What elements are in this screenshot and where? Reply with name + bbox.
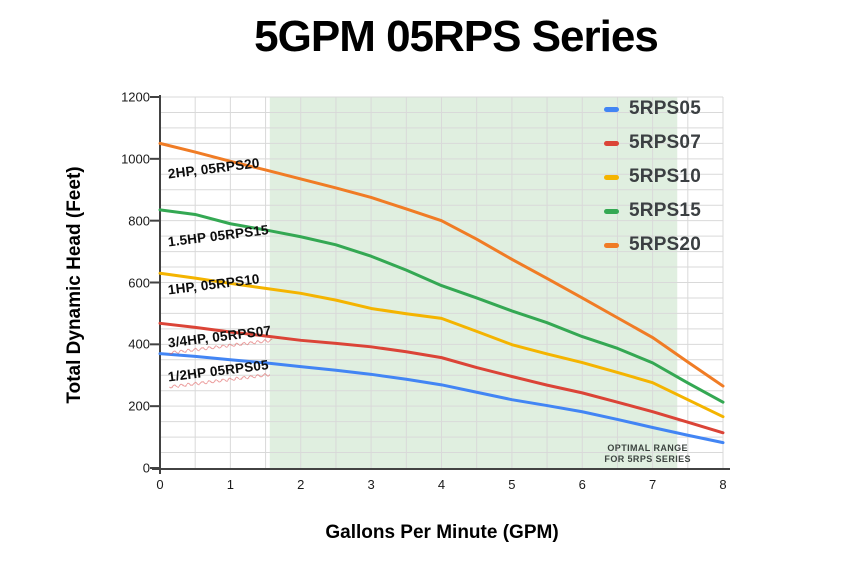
legend-item-5RPS05: 5RPS05 [604, 92, 701, 126]
optimal-range-label: OPTIMAL RANGE FOR 5RPS SERIES [604, 443, 691, 466]
legend-marker [604, 106, 619, 112]
y-tick-label: 200 [128, 398, 150, 414]
legend-item-5RPS15: 5RPS15 [604, 194, 701, 228]
legend-label: 5RPS15 [629, 200, 701, 221]
x-tick-label: 5 [508, 477, 516, 492]
y-tick-label: 0 [142, 460, 150, 476]
y-tick-label: 1000 [121, 151, 150, 167]
legend-marker [604, 174, 619, 180]
optimal-range-label-line2: FOR 5RPS SERIES [604, 454, 691, 465]
legend-item-5RPS20: 5RPS20 [604, 228, 701, 262]
legend-marker [604, 208, 619, 214]
legend-label: 5RPS10 [629, 166, 701, 187]
x-axis-title: Gallons Per Minute (GPM) [325, 522, 559, 543]
legend-item-5RPS07: 5RPS07 [604, 126, 701, 160]
x-tick-label: 2 [297, 477, 305, 492]
legend-label: 5RPS05 [629, 98, 701, 119]
x-tick-label: 0 [156, 477, 164, 492]
y-tick-label: 1200 [121, 89, 150, 105]
series-line-5RPS05 [158, 352, 725, 445]
x-tick-label: 3 [367, 477, 375, 492]
x-tick-label: 6 [578, 477, 586, 492]
x-tick-label: 1 [226, 477, 234, 492]
y-tick-label: 600 [128, 275, 150, 290]
y-tick-label: 400 [128, 336, 150, 352]
legend-label: 5RPS20 [629, 234, 701, 255]
y-tick-label: 800 [128, 213, 150, 229]
legend-marker [604, 140, 619, 146]
legend: 5RPS05 5RPS07 5RPS10 5RPS15 5RPS20 [604, 92, 701, 262]
chart-title: 5GPM 05RPS Series [254, 12, 659, 61]
x-tick-label: 8 [719, 477, 727, 492]
series-line-5RPS15 [158, 208, 725, 404]
series-line-5RPS20 [158, 141, 725, 388]
optimal-range-label-line1: OPTIMAL RANGE [607, 442, 688, 453]
legend-label: 5RPS07 [629, 132, 701, 153]
series-line-5RPS07 [158, 321, 725, 435]
series-line-5RPS10 [158, 271, 725, 419]
x-tick-label: 7 [649, 477, 657, 492]
legend-item-5RPS10: 5RPS10 [604, 160, 701, 194]
x-tick-label: 4 [437, 477, 446, 492]
legend-marker [604, 242, 619, 248]
